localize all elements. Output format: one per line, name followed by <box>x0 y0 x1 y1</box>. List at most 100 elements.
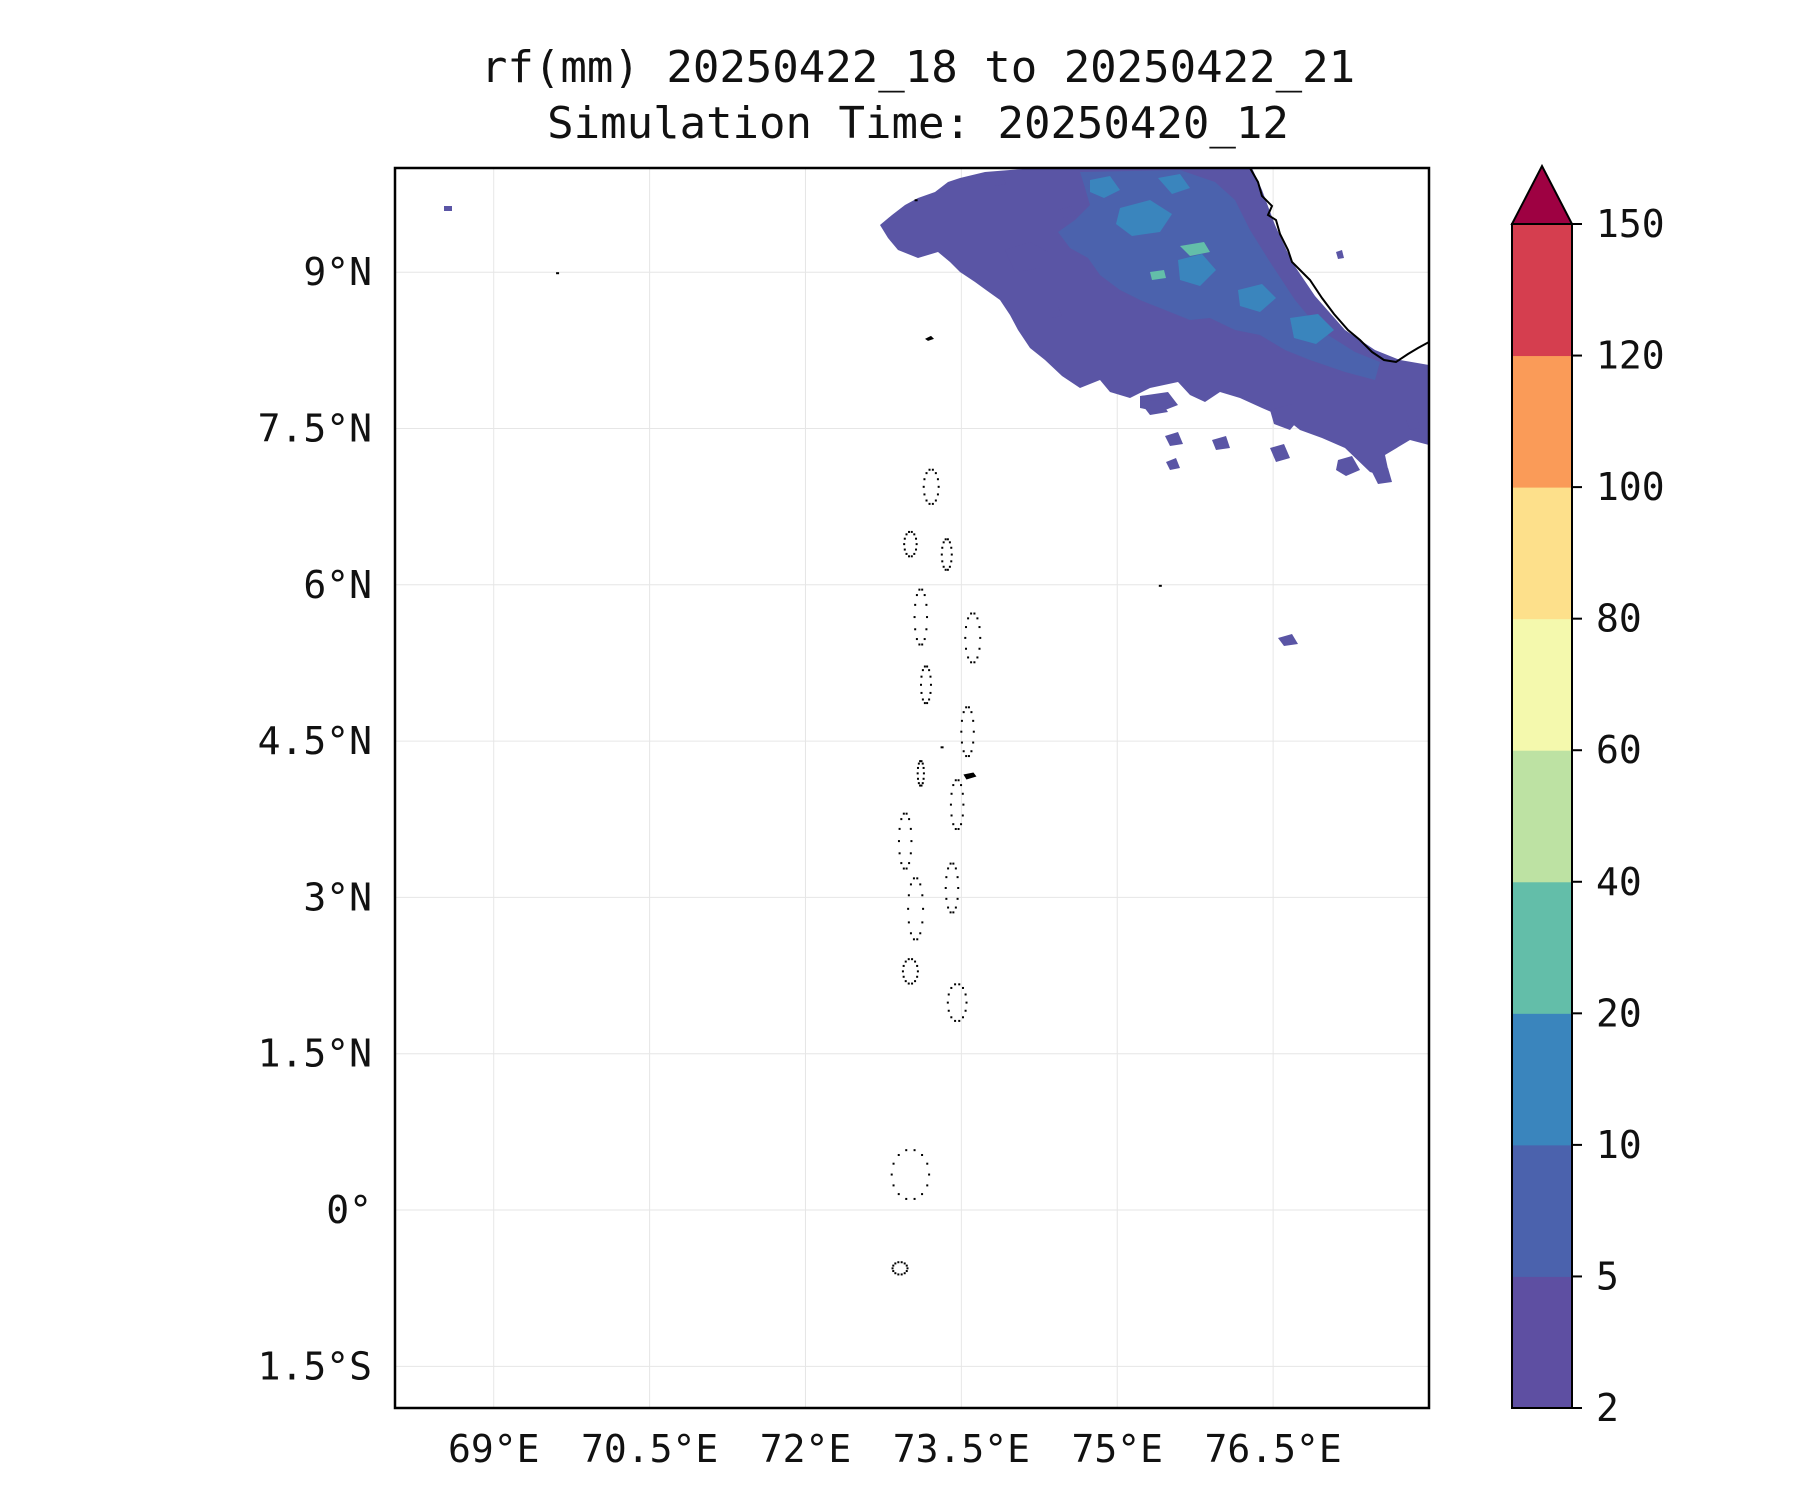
island-dot <box>915 537 918 540</box>
island-dot <box>1158 584 1162 587</box>
island-dot <box>910 555 913 558</box>
island-dot <box>954 828 957 831</box>
island-dot <box>960 784 963 787</box>
island-dot <box>928 1173 931 1176</box>
island-dot <box>970 711 973 714</box>
lat-tick-label: 4.5°N <box>258 719 372 763</box>
island-dot <box>925 628 928 631</box>
island-dot <box>907 921 910 924</box>
island-dot <box>970 612 973 615</box>
island-dot <box>921 1193 924 1196</box>
island-dot <box>916 877 919 880</box>
rainfall-field <box>444 168 1429 646</box>
island-dot <box>941 560 944 563</box>
island-dot <box>911 958 914 961</box>
island-dot <box>897 1273 900 1276</box>
island-dot <box>907 958 910 961</box>
island-dot <box>944 568 947 571</box>
island-dot <box>907 894 910 897</box>
island-dot <box>973 612 976 615</box>
island-dot <box>949 862 952 865</box>
island-dot <box>914 960 917 963</box>
island-dot <box>908 530 911 533</box>
lon-tick-label: 70.5°E <box>581 1427 718 1471</box>
rain-cell <box>1278 634 1298 646</box>
island-dot <box>920 760 923 763</box>
island-dot <box>905 812 908 815</box>
island-dot <box>940 746 944 749</box>
island-dot <box>960 719 963 722</box>
island-dot <box>910 530 913 533</box>
island-dot <box>947 906 950 909</box>
colorbar-segment <box>1512 355 1572 488</box>
island-dot <box>946 1001 949 1004</box>
colorbar-extend-arrow <box>1510 163 1574 225</box>
island-dot <box>957 886 960 889</box>
island-dot <box>961 792 964 795</box>
island-dot <box>954 906 957 909</box>
island-dot <box>979 636 982 639</box>
island-dot <box>976 617 979 620</box>
island-dot <box>944 538 947 541</box>
lat-tick-label: 1.5°N <box>258 1032 372 1076</box>
island-dot <box>891 1267 894 1270</box>
coastline-india <box>1249 167 1430 364</box>
island-dot <box>921 1153 924 1156</box>
lat-tick-label: 9°N <box>303 250 372 294</box>
rain-core <box>1290 314 1334 344</box>
island-dot <box>950 792 953 795</box>
island-dot <box>923 638 926 641</box>
rain-cell <box>1336 456 1360 476</box>
island-dot <box>902 867 905 870</box>
island-dot <box>957 828 960 831</box>
island-dot <box>952 862 955 865</box>
island-dot <box>928 698 931 701</box>
island-dot <box>949 803 952 806</box>
island-dot <box>923 665 926 668</box>
rain-cell <box>1140 400 1168 415</box>
island-dot <box>914 980 917 983</box>
rain-cell <box>1406 416 1420 430</box>
island-dot <box>950 553 953 556</box>
island-dot <box>918 643 921 646</box>
island-dot <box>945 876 948 879</box>
island-dot <box>970 750 973 753</box>
lon-tick-label: 75°E <box>1071 1427 1163 1471</box>
island-dot <box>925 472 928 475</box>
island-dot <box>913 552 916 555</box>
island-dot <box>962 803 965 806</box>
rain-cell <box>444 206 452 211</box>
island-dot <box>920 683 923 686</box>
island-dot <box>970 661 973 664</box>
rain-cell <box>1058 206 1076 218</box>
island-dot <box>947 993 950 996</box>
island-dot <box>921 921 924 924</box>
rain-cell <box>1372 468 1392 484</box>
island-dot <box>926 665 929 668</box>
rain-core <box>1158 174 1190 194</box>
island-dot <box>967 755 970 758</box>
island-dot <box>926 702 929 705</box>
island-dot <box>950 560 953 563</box>
colorbar-tick-label: 120 <box>1596 334 1665 378</box>
island-dot <box>961 1016 964 1019</box>
rain-core <box>1238 284 1276 312</box>
island-dot <box>964 993 967 996</box>
island-dot <box>909 883 912 886</box>
island-dot <box>898 852 901 855</box>
island-dot <box>928 502 931 505</box>
island-dot <box>913 1149 916 1152</box>
colorbar: 2 5 10 20 40 60 80 100 120 150 <box>1510 163 1665 1430</box>
island-dot <box>922 772 925 775</box>
colorbar-tick-label: 40 <box>1596 860 1642 904</box>
island-dot <box>900 1261 903 1264</box>
island-dot <box>931 468 934 471</box>
island-dot <box>892 1184 895 1187</box>
island-dot <box>916 766 919 769</box>
island-dot <box>921 782 924 785</box>
island-dot <box>944 886 947 889</box>
longitude-labels: 69°E 70.5°E 72°E 73.5°E 75°E 76.5°E <box>448 1427 1342 1471</box>
rain-cell <box>1270 444 1290 462</box>
lat-tick-label: 3°N <box>303 875 372 919</box>
island-dot <box>902 975 905 978</box>
